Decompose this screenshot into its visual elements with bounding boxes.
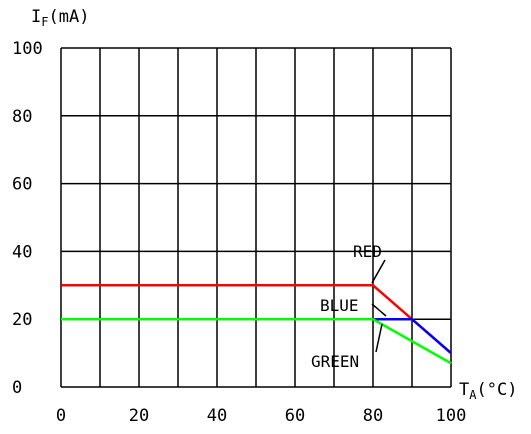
x-tick-label: 100 (436, 406, 467, 426)
y-tick-label: 40 (12, 242, 32, 262)
x-tick-label: 80 (363, 406, 383, 426)
tick-labels: 0 20 40 60 80 100 0 20 40 60 80 100 (12, 39, 466, 426)
x-tick-label: 60 (285, 406, 305, 426)
x-tick-label: 40 (207, 406, 227, 426)
x-axis-title: TA(°C) (459, 380, 517, 402)
leader-red (371, 259, 386, 284)
x-tick-label: 0 (56, 406, 66, 426)
y-tick-label: 60 (12, 175, 32, 195)
y-tick-label: 0 (12, 378, 22, 398)
x-tick-label: 20 (129, 406, 149, 426)
y-tick-label: 100 (12, 39, 43, 59)
series-labels: RED BLUE GREEN (311, 242, 387, 371)
series-label-red: RED (353, 242, 382, 261)
y-tick-label: 20 (12, 310, 32, 330)
series-line-green (61, 317, 452, 365)
y-tick-label: 80 (12, 107, 32, 127)
series-lines (61, 284, 452, 365)
series-label-blue: BLUE (320, 296, 359, 315)
grid (60, 47, 452, 388)
leader-green (375, 323, 383, 353)
series-label-green: GREEN (311, 352, 359, 371)
leader-blue (371, 303, 387, 317)
y-axis-title: IF(mA) (31, 7, 89, 29)
